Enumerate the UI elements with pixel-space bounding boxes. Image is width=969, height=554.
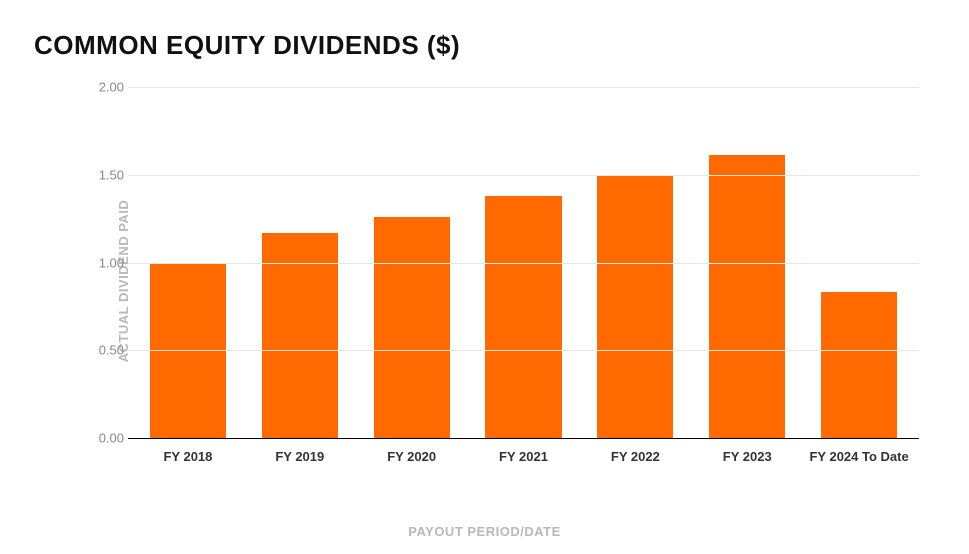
x-tick-label: FY 2021 — [468, 449, 580, 465]
grid-line — [128, 175, 919, 176]
y-tick-label: 1.50 — [80, 167, 124, 182]
y-tick-label: 0.00 — [80, 431, 124, 446]
bar — [821, 292, 897, 438]
plot-region: 0.000.501.001.502.00 — [128, 87, 919, 439]
x-ticks: FY 2018FY 2019FY 2020FY 2021FY 2022FY 20… — [128, 449, 919, 465]
y-tick-label: 1.00 — [80, 255, 124, 270]
x-tick-label: FY 2022 — [579, 449, 691, 465]
grid-line — [128, 87, 919, 88]
bar — [709, 155, 785, 438]
bar — [597, 175, 673, 438]
y-tick-label: 0.50 — [80, 343, 124, 358]
x-tick-label: FY 2023 — [691, 449, 803, 465]
chart-title: COMMON EQUITY DIVIDENDS ($) — [30, 30, 939, 61]
x-tick-label: FY 2019 — [244, 449, 356, 465]
grid-line — [128, 350, 919, 351]
x-tick-label: FY 2018 — [132, 449, 244, 465]
grid-line — [128, 263, 919, 264]
bar — [374, 217, 450, 438]
x-axis-label: PAYOUT PERIOD/DATE — [408, 524, 561, 539]
x-tick-label: FY 2024 To Date — [803, 449, 915, 465]
chart-area: ACTUAL DIVIDEND PAID 0.000.501.001.502.0… — [30, 79, 939, 539]
y-tick-label: 2.00 — [80, 80, 124, 95]
x-tick-label: FY 2020 — [356, 449, 468, 465]
bar — [485, 196, 561, 438]
chart-container: COMMON EQUITY DIVIDENDS ($) ACTUAL DIVID… — [0, 0, 969, 554]
